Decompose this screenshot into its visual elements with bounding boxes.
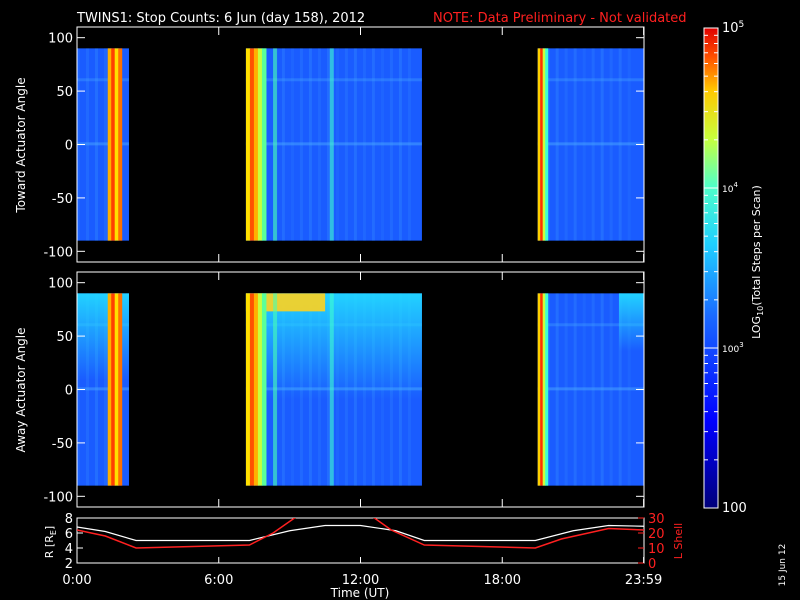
heatmap-hot-streak bbox=[537, 48, 541, 241]
y-tick-label: -100 bbox=[43, 490, 73, 505]
heatmap-hot-streak bbox=[542, 48, 546, 241]
y-tick-label: -50 bbox=[52, 192, 73, 207]
colorbar-tick-label: 100 bbox=[722, 501, 747, 516]
heatmap-streak bbox=[329, 48, 334, 241]
heatmap-hot-streak bbox=[107, 293, 112, 486]
heatmap-hot-streak bbox=[261, 293, 267, 486]
heatmap-hot-streak bbox=[542, 293, 546, 486]
y-tick-label: 100 bbox=[48, 277, 73, 292]
heatmap-band bbox=[537, 78, 644, 82]
heatmap-hot-streak bbox=[257, 293, 263, 486]
away-y-label: Away Actuator Angle bbox=[14, 327, 28, 452]
y-tick-label: -50 bbox=[52, 437, 73, 452]
colorbar-gradient bbox=[703, 27, 719, 509]
heatmap-hot-streak bbox=[540, 48, 544, 241]
y-tick-label: 50 bbox=[56, 85, 73, 100]
colorbar-label: LOG10(Total Steps per Scan) bbox=[750, 185, 765, 339]
r-tick-label: 2 bbox=[65, 557, 73, 572]
r-series-line bbox=[77, 524, 644, 542]
heatmap-hot-streak bbox=[114, 48, 119, 241]
x-tick-label: 23:59 bbox=[625, 573, 662, 588]
heatmap-band bbox=[77, 78, 129, 82]
heatmap-hot-streak bbox=[545, 48, 549, 241]
away-panel: -100 -50 0 50 100 Away Actuator Angle bbox=[14, 271, 645, 508]
heatmap-streak bbox=[329, 293, 334, 486]
colorbar-tick-label: 104 bbox=[722, 181, 738, 195]
heatmap-streak bbox=[273, 48, 278, 241]
heatmap-hot-streak bbox=[540, 293, 544, 486]
heatmap-band bbox=[537, 323, 644, 327]
toward-y-label: Toward Actuator Angle bbox=[14, 77, 28, 213]
heatmap-zero-band bbox=[245, 142, 422, 146]
r-tick-label: 4 bbox=[65, 542, 73, 557]
lshell-tick-label: 0 bbox=[648, 557, 656, 572]
r-axis-label: R [RE] bbox=[43, 526, 58, 558]
heatmap-hot-streak bbox=[107, 48, 112, 241]
date-stamp: 15 Jun 12 bbox=[778, 544, 788, 587]
x-tick-label: 6:00 bbox=[204, 573, 233, 588]
y-tick-label: -100 bbox=[43, 245, 73, 260]
x-tick-label: 12:00 bbox=[342, 573, 379, 588]
r-tick-label: 8 bbox=[65, 512, 73, 527]
heatmap-band bbox=[245, 78, 422, 82]
x-axis-label: Time (UT) bbox=[330, 586, 390, 600]
y-tick-label: 100 bbox=[48, 32, 73, 47]
lshell-series-line bbox=[77, 518, 644, 549]
y-tick-label: 50 bbox=[56, 330, 73, 345]
toward-heatmap bbox=[77, 48, 644, 241]
lshell-tick-label: 30 bbox=[648, 512, 665, 527]
heatmap-hot-streak bbox=[261, 48, 267, 241]
heatmap-zero-band bbox=[537, 387, 644, 391]
heatmap-zero-band bbox=[77, 142, 129, 146]
heatmap-hot-streak bbox=[118, 48, 123, 241]
heatmap-hot-streak bbox=[111, 293, 116, 486]
y-tick-label: 0 bbox=[65, 139, 73, 154]
away-heatmap bbox=[77, 293, 644, 486]
heatmap-hot-streak bbox=[114, 293, 119, 486]
heatmap-hot-streak bbox=[257, 48, 263, 241]
toward-panel: -100 -50 0 50 100 Toward Actuator Angle bbox=[14, 26, 645, 263]
lshell-tick-label: 20 bbox=[648, 527, 665, 542]
x-tick-label: 0:00 bbox=[62, 573, 91, 588]
heatmap-hot-streak bbox=[118, 293, 123, 486]
heatmap-hot-streak bbox=[245, 293, 251, 486]
heatmap-high-counts bbox=[619, 293, 644, 352]
preliminary-note: NOTE: Data Preliminary - Not validated bbox=[433, 11, 687, 26]
heatmap-hot-streak bbox=[253, 48, 259, 241]
r-tick-label: 6 bbox=[65, 527, 73, 542]
heatmap-zero-band bbox=[77, 387, 129, 391]
heatmap-hot-streak bbox=[545, 293, 549, 486]
heatmap-zero-band bbox=[537, 142, 644, 146]
heatmap-hot-streak bbox=[245, 48, 251, 241]
heatmap-hot-streak bbox=[253, 293, 259, 486]
heatmap-hot-streak bbox=[537, 293, 541, 486]
colorbar-tick-label: 105 bbox=[722, 20, 744, 36]
heatmap-hot-streak bbox=[249, 48, 255, 241]
colorbar: 105 104 1003 100 LOG10(Total Steps per Scan… bbox=[703, 20, 765, 516]
chart-title: TWINS1: Stop Counts: 6 Jun (day 158), 20… bbox=[76, 11, 365, 26]
y-tick-label: 0 bbox=[65, 384, 73, 399]
lshell-tick-label: 10 bbox=[648, 542, 665, 557]
x-tick-label: 18:00 bbox=[484, 573, 521, 588]
lshell-axis-label: L Shell bbox=[672, 523, 685, 559]
heatmap-hot-streak bbox=[111, 48, 116, 241]
colorbar-tick-label: 1003 bbox=[722, 341, 744, 355]
heatmap-streak bbox=[273, 293, 278, 486]
heatmap-hot-streak bbox=[249, 293, 255, 486]
